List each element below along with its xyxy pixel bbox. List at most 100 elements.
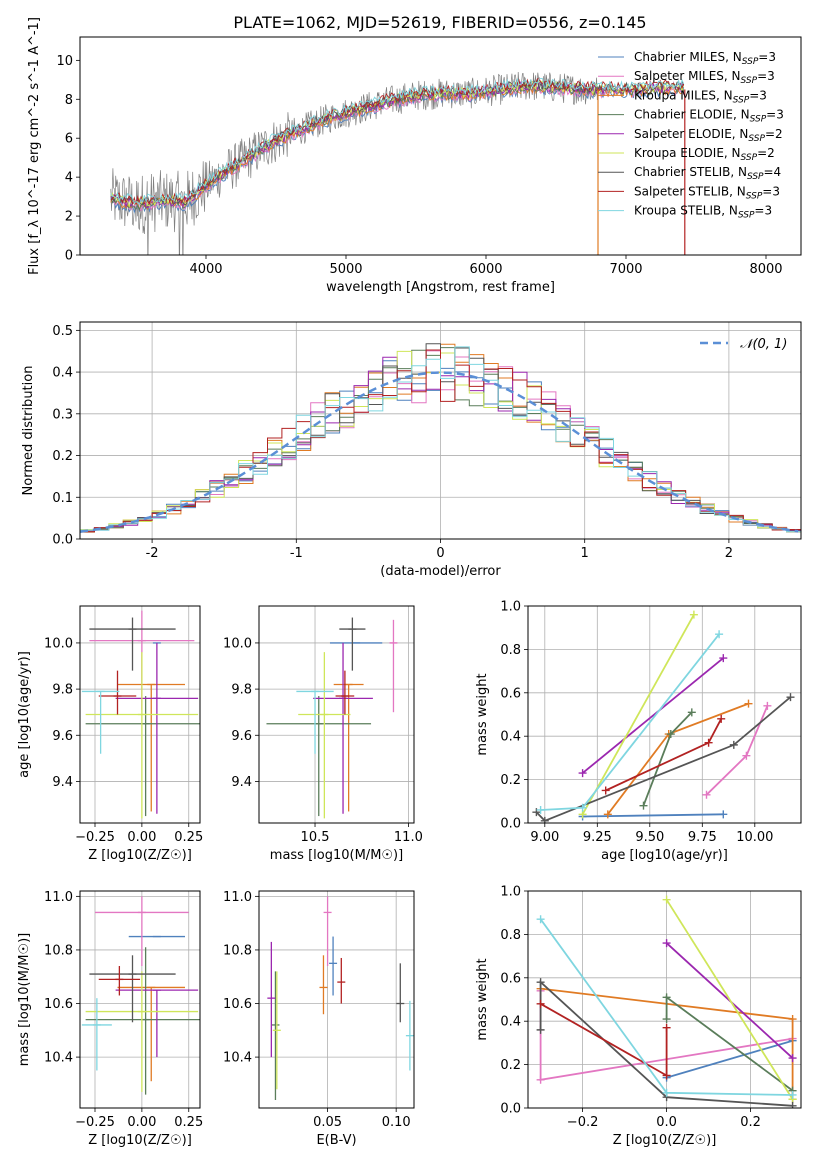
weight-marker-salpeter_elodie	[719, 654, 728, 663]
y-tick-label: 9.6	[52, 729, 73, 744]
weight-marker-kroupa_stelib	[715, 630, 724, 639]
x-axis-label: E(B-V)	[316, 1133, 356, 1148]
legend-subscript: SSP	[742, 57, 759, 67]
mass_vs_ebv-axes: 0.05 0.10 10.4 10.6 10.8 11.0 E(B-V)	[223, 890, 414, 1148]
y-tick-label: 9.8	[231, 683, 252, 698]
normal-curve	[80, 371, 799, 533]
legend-label: Salpeter ELODIE, NSSP=2	[634, 127, 783, 144]
y-tick-label: 0.0	[500, 1102, 521, 1117]
model-spectrum-chabrier_stelib	[110, 78, 685, 206]
weight-line-chabrier_stelib	[535, 696, 792, 822]
legend-value: =3	[766, 108, 784, 122]
weight-marker-chabrier_elodie	[687, 708, 696, 717]
weight-marker-kroupa_miles	[603, 810, 612, 819]
legend-label: Kroupa ELODIE, NSSP=2	[634, 146, 775, 163]
x-tick-label: 7000	[609, 262, 642, 277]
weight-marker-kroupa_stelib	[536, 805, 545, 814]
y-axis-label: Normed distribution	[21, 366, 36, 496]
residual_histogram-axes: -2 -1 0 1 2 0.0 0.1 0.2 0.3 0.4 0.5 (data-model)/er…	[21, 322, 801, 579]
legend-value: =3	[757, 69, 775, 83]
weight-line-kroupa_miles	[607, 702, 749, 815]
weight-marker-kroupa_miles	[744, 699, 753, 708]
x-tick-label: 0.25	[174, 1115, 203, 1130]
x-tick-label: 6000	[469, 262, 502, 277]
weight-marker-kroupa_miles	[788, 1015, 797, 1024]
weight-marker-salpeter_elodie	[662, 939, 671, 948]
legend-subscript: SSP	[748, 134, 765, 144]
weight-line-salpeter_miles	[705, 705, 769, 796]
weight-line-chabrier_miles	[582, 813, 724, 818]
weight-marker-chabrier_stelib	[729, 740, 738, 749]
y-tick-label: 0.5	[52, 324, 73, 339]
y-tick-label: 0.8	[500, 643, 521, 658]
x-tick-label: 1	[581, 546, 589, 561]
y-tick-label: 6	[65, 132, 73, 147]
y-tick-label: 0	[65, 249, 73, 264]
weight-marker-kroupa_stelib	[578, 803, 587, 812]
figure-title: PLATE=1062, MJD=52619, FIBERID=0556, z=0…	[233, 13, 646, 32]
y-tick-label: 11.0	[44, 890, 73, 905]
mass_weight_vs_age-plot	[532, 610, 795, 823]
age_vs_Z-plot	[81, 610, 200, 819]
age_vs_mass-axes: 10.5 11.0 9.4 9.6 9.8 10.0 mass [log10(M/M☉)]	[223, 606, 423, 863]
legend-label: Salpeter MILES, NSSP=3	[634, 69, 775, 86]
x-tick-label: 0.00	[127, 1115, 156, 1130]
legend-label: Chabrier STELIB, NSSP=4	[634, 165, 781, 182]
weight-marker-chabrier_stelib	[786, 693, 795, 702]
weight-line-chabrier_miles	[666, 1039, 793, 1079]
legend-label: Chabrier MILES, NSSP=3	[634, 50, 776, 67]
x-tick-label: 0	[436, 546, 444, 561]
weight-marker-salpeter_stelib	[536, 999, 545, 1008]
legend-label: Chabrier ELODIE, NSSP=3	[634, 108, 784, 125]
weight-line-kroupa_elodie	[581, 614, 695, 815]
y-tick-label: 10.6	[44, 997, 73, 1012]
y-tick-label: 0.1	[52, 491, 73, 506]
legend-label: Salpeter STELIB, NSSP=3	[634, 184, 780, 201]
legend-value: =3	[758, 50, 776, 64]
legend-value: =2	[757, 146, 775, 160]
x-tick-label: 0.05	[313, 1115, 342, 1130]
x-axis-label: wavelength [Angstrom, rest frame]	[326, 280, 555, 295]
histogram-frame	[79, 321, 802, 540]
y-tick-label: 1.0	[500, 600, 521, 615]
y-axis-label: Flux [f_λ 10^-17 erg cm^-2 s^-1 A^-1]	[27, 17, 42, 275]
y-tick-label: 0.4	[500, 1015, 521, 1030]
y-tick-label: 1.0	[500, 885, 521, 900]
x-tick-label: 9.00	[530, 830, 559, 845]
y-tick-label: 0.2	[500, 1058, 521, 1073]
x-tick-label: 8000	[749, 262, 782, 277]
x-tick-label: 9.75	[688, 830, 717, 845]
weight-line-salpeter_elodie	[582, 657, 724, 774]
y-tick-label: 10.8	[44, 943, 73, 958]
x-axis-label: mass [log10(M/M☉)]	[270, 848, 403, 863]
x-axis-label: Z [log10(Z/Z☉)]	[613, 1133, 717, 1148]
x-tick-label: -2	[146, 546, 159, 561]
weight-marker-salpeter_miles	[742, 751, 751, 760]
y-tick-label: 10.4	[44, 1051, 73, 1066]
mass_vs_Z-plot	[81, 896, 200, 1095]
y-tick-label: 10.0	[44, 636, 73, 651]
weight-line-kroupa_elodie	[665, 899, 794, 1100]
mass_vs_Z-frame	[79, 890, 201, 1109]
spectrum-axes: 4000 5000 6000 7000 8000 0 2 4 6 8 10 wavelength [A…	[27, 17, 783, 295]
legend-label: Kroupa STELIB, NSSP=3	[634, 204, 772, 221]
y-tick-label: 0.2	[500, 773, 521, 788]
weight-marker-kroupa_stelib	[788, 1090, 797, 1099]
weight-marker-chabrier_stelib	[536, 1025, 545, 1034]
y-tick-label: 9.6	[231, 729, 252, 744]
weight-marker-kroupa_elodie	[689, 610, 698, 619]
legend-subscript: SSP	[747, 172, 764, 182]
y-axis-label: mass weight	[475, 958, 490, 1040]
y-tick-label: 2	[65, 210, 73, 225]
x-tick-label: −0.25	[75, 1115, 115, 1130]
y-axis-label: mass [log10(M/M☉)]	[17, 933, 32, 1066]
weight-marker-kroupa_elodie	[662, 895, 671, 904]
legend-subscript: SSP	[746, 191, 763, 201]
y-tick-label: 0.0	[52, 533, 73, 548]
x-tick-label: −0.2	[567, 1115, 599, 1130]
weight-marker-salpeter_stelib	[662, 1023, 671, 1032]
weight-marker-kroupa_stelib	[536, 915, 545, 924]
weight-marker-salpeter_miles	[702, 790, 711, 799]
y-tick-label: 10.4	[223, 1051, 252, 1066]
